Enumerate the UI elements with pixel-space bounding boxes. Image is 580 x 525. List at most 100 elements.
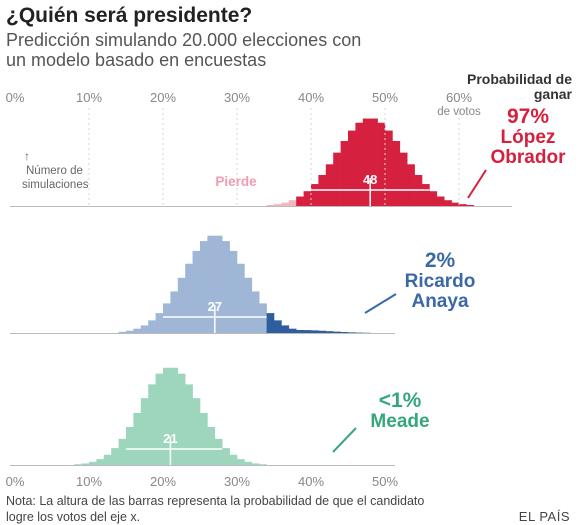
hist-bar-2-16 [133, 412, 142, 465]
hist-bar-2-10 [89, 461, 97, 465]
up-arrow-icon: ↑ [24, 149, 30, 163]
hist-bar-2-18 [148, 384, 156, 465]
hist-bar-2-25 [200, 412, 208, 465]
hist-bar-0-52 [399, 152, 408, 206]
candidate-lopez-name-2: Obrador [490, 147, 566, 168]
hist-bar-1-26 [207, 235, 216, 333]
probability-title: Probabilidad de ganar [466, 71, 572, 102]
candidate-anaya-name-2: Anaya [411, 291, 469, 312]
lose-label: Pierde [215, 174, 257, 189]
meade-connector [332, 427, 357, 453]
hist-bar-1-31 [244, 277, 253, 333]
tick-label-0-1: 10% [76, 90, 102, 105]
hist-bar-0-46 [355, 122, 364, 206]
hist-bar-1-35 [274, 320, 282, 333]
tick-label-0-3: 30% [224, 90, 250, 105]
win-tail-bar-38 [296, 330, 304, 333]
win-tail-bar-40 [311, 330, 319, 333]
hist-bar-0-51 [392, 140, 401, 206]
hist-bar-1-17 [140, 325, 149, 333]
hist-bar-2-33 [259, 464, 267, 465]
candidate-anaya-percent: 2% [424, 249, 456, 272]
sims-label-2: simulaciones [22, 179, 89, 191]
hist-bar-1-20 [163, 303, 171, 333]
hist-bar-0-35 [274, 204, 282, 206]
win-tail-bar-37 [288, 330, 297, 333]
hist-bar-2-32 [251, 463, 260, 465]
hist-bar-1-28 [222, 241, 230, 333]
win-tail-bar-34 [266, 331, 275, 333]
hist-bar-2-23 [185, 384, 193, 465]
hist-bar-1-14 [118, 331, 127, 333]
hist-bar-2-28 [222, 448, 230, 465]
hist-bar-0-48 [370, 118, 378, 206]
chart-subtitle: Predicción simulando 20.000 elecciones c… [6, 30, 362, 70]
hist-bar-2-12 [103, 454, 112, 465]
hist-bar-0-50 [385, 130, 393, 206]
hist-bar-1-33 [259, 303, 267, 333]
hist-bar-0-37 [288, 200, 297, 206]
hist-bar-0-42 [325, 164, 334, 206]
win-tail-bar-42 [325, 331, 334, 333]
tick-label-2-0: 0% [6, 474, 25, 489]
candidate-lopez-name-1: López [500, 127, 556, 148]
hist-bar-2-27 [214, 438, 223, 465]
hist-bar-2-29 [229, 454, 238, 465]
candidate-lopez-label: 97% López Obrador [480, 106, 576, 168]
hist-bar-2-30 [237, 459, 245, 465]
tick-label-0-4: 40% [298, 90, 324, 105]
tick-label-2-4: 40% [298, 474, 324, 489]
hist-bar-2-21 [170, 367, 179, 465]
hist-bar-0-60 [459, 204, 467, 206]
tick-label-0-0: 0% [6, 90, 25, 105]
hist-bar-0-43 [333, 152, 341, 206]
tick-label-2-3: 30% [224, 474, 250, 489]
hist-bar-0-36 [281, 202, 290, 206]
hist-bar-1-27 [214, 235, 223, 333]
hist-bar-1-29 [229, 250, 238, 333]
hist-bar-2-14 [118, 438, 127, 465]
candidate-meade-percent: <1% [378, 389, 422, 412]
hist-bar-0-61 [466, 205, 475, 206]
candidate-meade-label: <1% Meade [355, 390, 445, 432]
win-tail-bar-41 [318, 330, 327, 333]
tick-label-0-6: 60% [446, 90, 472, 105]
footnote: Nota: La altura de las barras representa… [6, 494, 425, 524]
hist-bar-0-59 [451, 202, 460, 206]
candidate-lopez-percent: 97% [506, 105, 550, 128]
hist-bar-1-32 [251, 291, 260, 333]
win-tail-bar-45 [348, 332, 356, 333]
hist-bar-2-9 [81, 463, 90, 465]
hist-bar-2-26 [207, 426, 216, 465]
hist-bar-2-11 [96, 459, 105, 465]
hist-bar-2-17 [140, 398, 149, 465]
lopez-connector [467, 169, 487, 199]
hist-bar-1-21 [170, 291, 179, 333]
hist-bar-1-24 [192, 250, 201, 333]
tick-label-0-2: 20% [150, 90, 176, 105]
chart-title: ¿Quién será presidente? [6, 4, 253, 27]
win-tail-bar-44 [340, 332, 349, 333]
hist-bar-0-40 [311, 184, 319, 206]
hist-bar-2-19 [155, 373, 164, 465]
hist-bar-0-45 [348, 130, 356, 206]
hist-bar-0-34 [266, 205, 275, 206]
median-label-0: 48 [363, 172, 377, 187]
hist-bar-0-55 [422, 184, 430, 206]
candidate-anaya-name-1: Ricardo [404, 271, 476, 292]
hist-bar-2-22 [177, 373, 186, 465]
hist-bar-1-22 [177, 277, 186, 333]
hist-bar-0-56 [429, 191, 438, 206]
median-label-1: 27 [208, 299, 222, 314]
hist-bar-2-8 [74, 464, 82, 465]
hist-bar-1-19 [155, 313, 164, 333]
hist-bar-1-34 [266, 313, 275, 333]
tick-label-2-2: 20% [150, 474, 176, 489]
hist-bar-1-25 [200, 241, 208, 333]
hist-bar-1-36 [281, 325, 290, 333]
candidate-anaya-label: 2% Ricardo Anaya [395, 250, 485, 312]
tick-label-2-1: 10% [76, 474, 102, 489]
hist-bar-0-58 [444, 200, 452, 206]
hist-bar-0-49 [377, 122, 386, 206]
hist-bar-1-30 [237, 263, 245, 333]
